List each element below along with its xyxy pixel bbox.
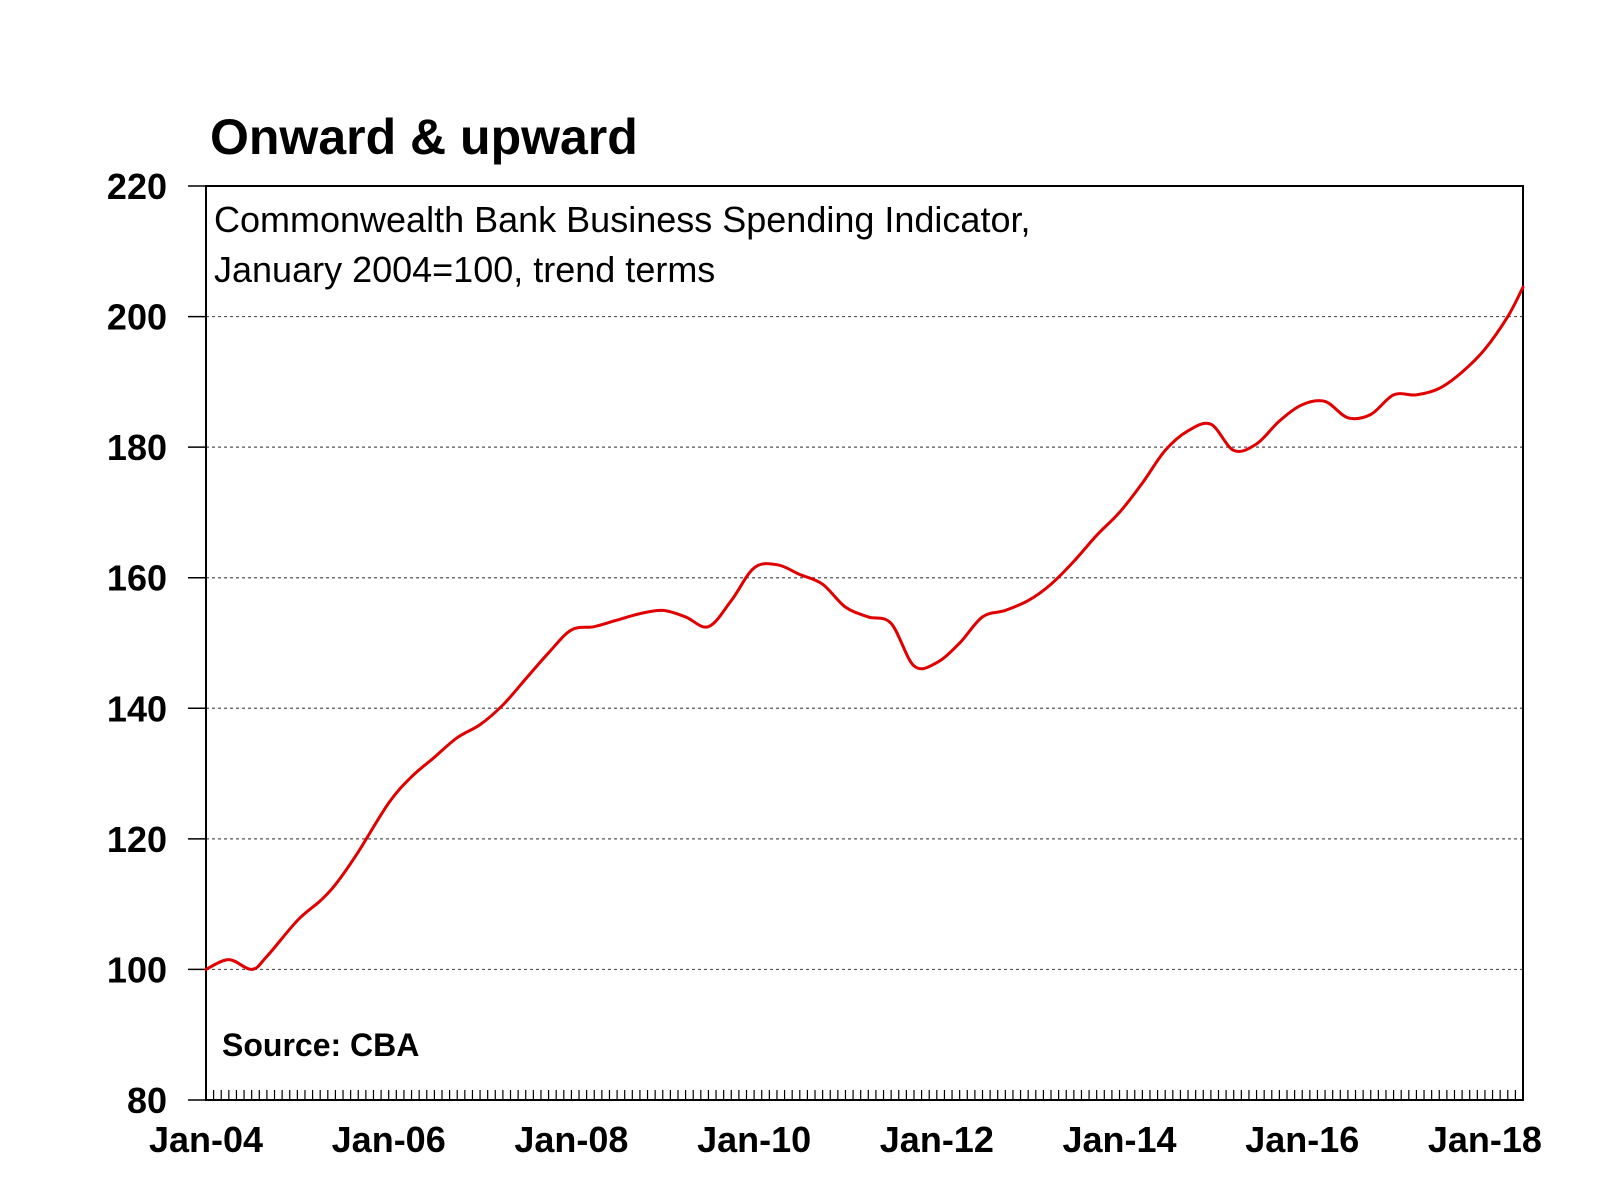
y-tick-label: 100: [107, 949, 167, 990]
plot-frame: [205, 185, 1524, 1101]
y-tick-label: 220: [107, 166, 167, 207]
y-tick-label: 140: [107, 688, 167, 729]
y-tick-label: 200: [107, 297, 167, 338]
chart-subtitle-line-1: Commonwealth Bank Business Spending Indi…: [214, 199, 1030, 240]
y-tick-label: 120: [107, 819, 167, 860]
series-line: [204, 285, 1525, 971]
x-tick-label: Jan-12: [880, 1119, 994, 1160]
y-tick-label: 180: [107, 427, 167, 468]
x-tick-label: Jan-08: [514, 1119, 628, 1160]
source-note: Source: CBA: [222, 1027, 419, 1063]
x-tick-label: Jan-04: [149, 1119, 263, 1160]
x-tick-label: Jan-18: [1428, 1119, 1542, 1160]
minor-ticks: [205, 1090, 1524, 1100]
x-tick-label: Jan-16: [1245, 1119, 1359, 1160]
x-tick-label: Jan-06: [332, 1119, 446, 1160]
grid-lines: [206, 315, 1523, 971]
x-tick-label: Jan-10: [697, 1119, 811, 1160]
y-tick-label: 160: [107, 558, 167, 599]
y-tick-label: 80: [127, 1080, 167, 1121]
y-axis: 80 100 120 140 160 180 200 220: [107, 166, 206, 1121]
x-tick-label: Jan-14: [1062, 1119, 1176, 1160]
x-axis: Jan-04 Jan-06 Jan-08 Jan-10 Jan-12 Jan-14 Jan-…: [149, 1119, 1542, 1160]
chart-subtitle-line-2: January 2004=100, trend terms: [214, 249, 715, 290]
chart-title: Onward & upward: [210, 109, 638, 165]
